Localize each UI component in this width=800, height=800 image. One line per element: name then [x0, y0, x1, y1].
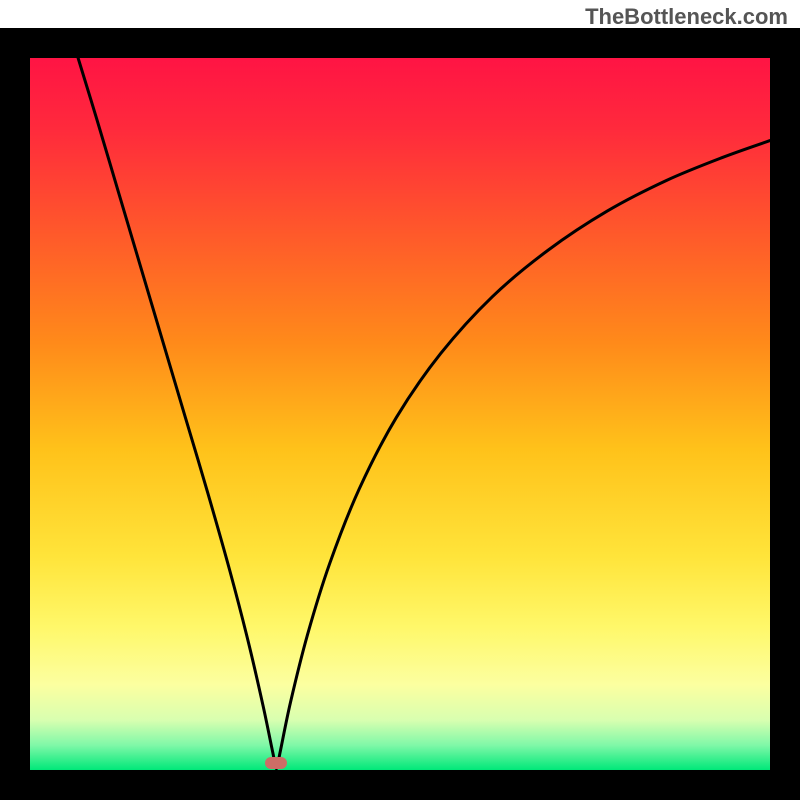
- watermark-text: TheBottleneck.com: [585, 4, 788, 30]
- optimal-point-marker: [265, 757, 287, 769]
- bottleneck-curve-svg: [30, 58, 770, 770]
- bottleneck-curve-path: [78, 58, 770, 769]
- plot-area: [30, 58, 770, 770]
- chart-container: TheBottleneck.com: [0, 0, 800, 800]
